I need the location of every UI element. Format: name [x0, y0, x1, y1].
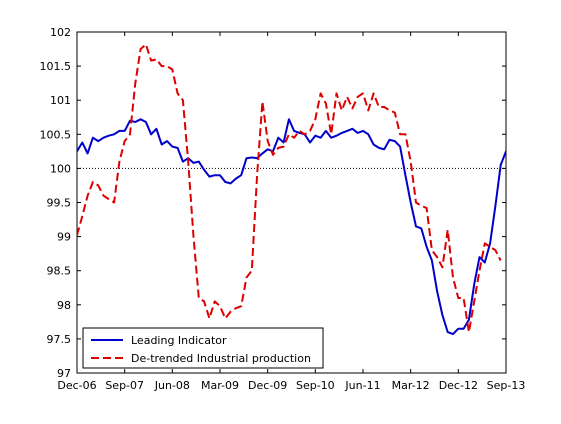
y-tick-label: 98.5 — [47, 265, 72, 278]
x-tick-label: Sep-10 — [296, 379, 335, 392]
x-tick-label: Mar-12 — [392, 379, 430, 392]
y-tick-label: 97.5 — [47, 333, 72, 346]
y-tick-label: 102 — [50, 26, 71, 39]
x-tick-label: Jun-11 — [344, 379, 380, 392]
x-tick-label: Jun-08 — [154, 379, 190, 392]
y-tick-label: 100.5 — [40, 128, 72, 141]
legend-box — [82, 327, 324, 369]
y-tick-label: 99.5 — [47, 197, 72, 210]
axes-box — [76, 31, 507, 374]
y-tick-label: 101 — [50, 94, 71, 107]
x-tick-label: Sep-07 — [105, 379, 144, 392]
y-tick-label: 98 — [57, 299, 71, 312]
x-tick-label: Dec-06 — [57, 379, 96, 392]
series-line-0 — [77, 118, 506, 336]
x-tick-label: Mar-09 — [201, 379, 239, 392]
x-tick-label: Dec-12 — [439, 379, 478, 392]
plot-area: 97 97.5 98 98.5 99 99.5 100 100.5 101 101.5 102 Dec… — [40, 26, 526, 392]
x-tick-label: Sep-13 — [487, 379, 526, 392]
y-tick-label: 99 — [57, 231, 71, 244]
x-tick-label: Dec-09 — [248, 379, 287, 392]
y-tick-label: 97 — [57, 367, 71, 380]
y-tick-label: 101.5 — [40, 60, 72, 73]
legend-label-0: Leading Indicator — [131, 334, 227, 347]
y-tick-label: 100 — [50, 162, 71, 175]
legend: Leading Indicator De-trended Industrial p… — [82, 327, 324, 369]
series-line-1 — [77, 43, 502, 334]
legend-label-1: De-trended Industrial production — [131, 352, 311, 365]
